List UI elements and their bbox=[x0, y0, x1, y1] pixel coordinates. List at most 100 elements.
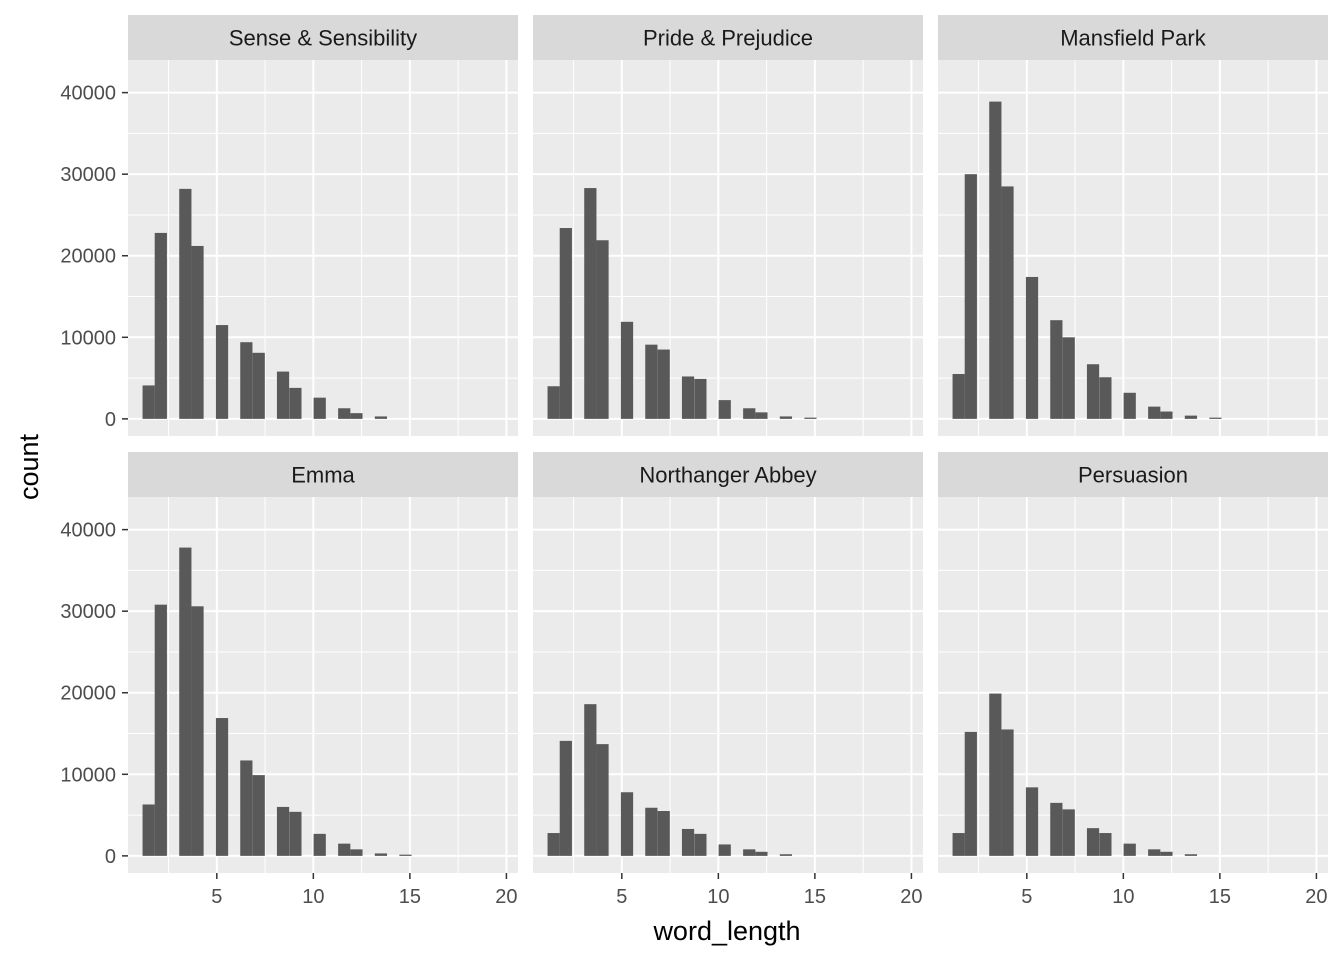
y-axis-title: count bbox=[14, 433, 44, 500]
histogram-bar bbox=[989, 693, 1002, 856]
histogram-bar bbox=[313, 833, 326, 856]
histogram-bar bbox=[191, 606, 204, 856]
histogram-bar bbox=[179, 547, 192, 856]
y-tick-label: 20000 bbox=[60, 683, 116, 705]
histogram-bar bbox=[779, 416, 793, 419]
y-tick-label: 0 bbox=[105, 409, 116, 431]
histogram-bar bbox=[374, 853, 388, 856]
y-tick-label: 20000 bbox=[60, 246, 116, 268]
x-tick-label: 15 bbox=[804, 886, 826, 908]
histogram-bar bbox=[1184, 415, 1198, 419]
histogram-bar bbox=[1099, 377, 1112, 419]
histogram-bar bbox=[276, 371, 290, 419]
histogram-bar bbox=[142, 804, 155, 856]
facet-title-emma: Emma bbox=[291, 463, 355, 488]
histogram-bar bbox=[718, 400, 731, 419]
facet-title-northanger-abbey: Northanger Abbey bbox=[639, 463, 816, 488]
histogram-bar bbox=[964, 174, 977, 419]
histogram-bar bbox=[350, 413, 363, 419]
histogram-bar bbox=[1123, 392, 1136, 419]
histogram-bar bbox=[657, 811, 670, 856]
histogram-bar bbox=[289, 811, 302, 856]
facet-strip-emma bbox=[128, 452, 518, 497]
histogram-bar bbox=[584, 188, 597, 419]
facet-title-pride-and-prejudice: Pride & Prejudice bbox=[643, 26, 813, 51]
y-tick-label: 0 bbox=[105, 846, 116, 868]
histogram-bar bbox=[338, 843, 351, 856]
histogram-bar bbox=[142, 385, 155, 419]
histogram-bar bbox=[1209, 417, 1222, 419]
histogram-bar bbox=[694, 378, 707, 419]
histogram-bar bbox=[240, 760, 253, 856]
histogram-bar bbox=[350, 849, 363, 856]
histogram-bar bbox=[547, 833, 560, 856]
facet-strip-mansfield-park bbox=[938, 15, 1328, 60]
histogram-bar bbox=[743, 849, 756, 856]
histogram-bar bbox=[191, 245, 204, 419]
histogram-bar bbox=[154, 604, 167, 856]
histogram-bar bbox=[1086, 364, 1100, 419]
histogram-bar bbox=[755, 412, 768, 419]
histogram-bar bbox=[374, 416, 388, 419]
histogram-bar bbox=[1062, 337, 1075, 419]
histogram-bar bbox=[559, 740, 572, 856]
histogram-bar bbox=[596, 240, 609, 419]
x-tick-label: 15 bbox=[399, 886, 421, 908]
facet-title-persuasion: Persuasion bbox=[1078, 463, 1188, 488]
facet-title-sense-and-sensibility: Sense & Sensibility bbox=[229, 26, 417, 51]
histogram-bar bbox=[964, 731, 977, 856]
y-tick-label: 30000 bbox=[60, 601, 116, 623]
histogram-bar bbox=[1050, 802, 1063, 856]
histogram-bar bbox=[1025, 787, 1039, 856]
histogram-bar bbox=[399, 854, 412, 856]
histogram-bar bbox=[1001, 729, 1014, 856]
histogram-bar bbox=[681, 376, 695, 419]
x-tick-label: 5 bbox=[211, 886, 222, 908]
x-tick-label: 10 bbox=[302, 886, 324, 908]
y-tick-label: 30000 bbox=[60, 164, 116, 186]
histogram-bar bbox=[952, 833, 965, 856]
histogram-bar bbox=[1099, 833, 1112, 856]
histogram-bar bbox=[1148, 406, 1161, 419]
x-tick-label: 5 bbox=[616, 886, 627, 908]
histogram-bar bbox=[620, 792, 634, 856]
x-tick-label: 10 bbox=[1112, 886, 1134, 908]
x-tick-label: 20 bbox=[900, 886, 922, 908]
histogram-bar bbox=[596, 744, 609, 856]
facet-strip-pride-and-prejudice bbox=[533, 15, 923, 60]
y-tick-label: 10000 bbox=[60, 764, 116, 786]
histogram-bar bbox=[620, 321, 634, 419]
x-tick-label: 20 bbox=[495, 886, 517, 908]
histogram-bar bbox=[276, 806, 290, 856]
x-tick-label: 20 bbox=[1305, 886, 1327, 908]
facet-strip-northanger-abbey bbox=[533, 452, 923, 497]
histogram-bar bbox=[1086, 828, 1100, 856]
x-axis-title: word_length bbox=[652, 916, 800, 946]
facet-strip-sense-and-sensibility bbox=[128, 15, 518, 60]
histogram-bar bbox=[215, 325, 229, 419]
histogram-bar bbox=[657, 349, 670, 419]
histogram-bar bbox=[755, 851, 768, 856]
histogram-bar bbox=[338, 408, 351, 419]
y-tick-label: 40000 bbox=[60, 520, 116, 542]
histogram-bar bbox=[645, 807, 658, 856]
histogram-bar bbox=[1160, 411, 1173, 419]
histogram-bar bbox=[1062, 809, 1075, 856]
histogram-bar bbox=[1184, 854, 1198, 856]
x-tick-label: 5 bbox=[1021, 886, 1032, 908]
histogram-bar bbox=[952, 374, 965, 419]
histogram-bar bbox=[989, 101, 1002, 419]
histogram-bar bbox=[1123, 843, 1136, 856]
histogram-bar bbox=[1148, 849, 1161, 856]
histogram-bar bbox=[215, 718, 229, 856]
histogram-bar bbox=[779, 854, 793, 856]
histogram-bar bbox=[743, 408, 756, 419]
facet-strip-persuasion bbox=[938, 452, 1328, 497]
histogram-bar bbox=[289, 387, 302, 419]
histogram-bar bbox=[718, 844, 731, 856]
histogram-bar bbox=[547, 386, 560, 419]
histogram-bar bbox=[1050, 320, 1063, 419]
y-tick-label: 40000 bbox=[60, 83, 116, 105]
